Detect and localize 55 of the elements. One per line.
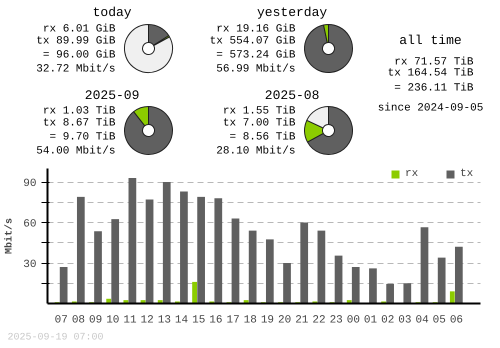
x-tick-label: 18 [244,314,257,326]
text: tx 164.54 TiB [388,68,474,80]
x-tick-label: 15 [192,314,206,326]
y-tick-label: 60 [23,218,36,230]
x-tick-label: 01 [364,314,378,326]
text: 54.00 Mbit/s [36,146,116,158]
text: tx 7.00 TiB [222,118,296,130]
text: tx 8.67 TiB [42,118,116,130]
y-tick-label: 30 [23,259,36,271]
x-tick-label: 22 [312,314,326,326]
text: = 96.00 GiB [42,50,116,62]
x-tick-label: 21 [295,314,309,326]
text: since 2024-09-05 [378,102,484,114]
x-tick-label: 20 [278,314,292,326]
text: all time [399,33,462,48]
text: rx 1.55 TiB [222,106,296,118]
text: 56.99 Mbit/s [216,64,296,76]
y-tick-label: 90 [23,178,36,190]
x-tick-label: 07 [54,314,68,326]
text: 32.72 Mbit/s [36,64,116,76]
x-tick-label: 06 [450,314,464,326]
x-tick-label: 09 [89,314,102,326]
x-tick-label: 12 [140,314,154,326]
x-tick-label: 11 [123,314,137,326]
x-tick-label: 16 [209,314,222,326]
x-tick-label: 02 [381,314,394,326]
chart-title: 2025-08 [264,88,320,103]
text: tx 89.99 GiB [36,36,116,48]
x-tick-label: 10 [106,314,120,326]
chart-title: 2025-09 [84,88,140,103]
x-tick-label: 04 [415,314,430,326]
x-tick-label: 03 [398,314,412,326]
text: rx 19.16 GiB [216,24,296,36]
x-tick-label: 17 [226,314,240,326]
x-tick-label: 00 [346,314,360,326]
legend-label: rx [405,168,420,180]
text: = 9.70 TiB [49,132,116,144]
text: = 236.11 TiB [394,82,474,94]
text: rx 71.57 TiB [394,56,474,68]
x-tick-label: 23 [330,314,343,326]
legend-label: tx [460,168,474,180]
text: 28.10 Mbit/s [216,146,296,158]
text: = 573.24 GiB [216,50,296,62]
text: tx 554.07 GiB [210,36,296,48]
text: = 8.56 TiB [229,132,296,144]
x-tick-label: 14 [174,314,189,326]
text: rx 1.03 TiB [42,106,116,118]
x-tick-label: 08 [72,314,86,326]
x-tick-label: 19 [260,314,274,326]
text: rx 6.01 GiB [42,24,116,36]
chart-title: yesterday [256,5,328,20]
y-axis-title: Mbit/s [3,218,16,254]
x-tick-label: 05 [432,314,446,326]
x-tick-label: 13 [158,314,171,326]
chart-title: today [92,5,132,20]
